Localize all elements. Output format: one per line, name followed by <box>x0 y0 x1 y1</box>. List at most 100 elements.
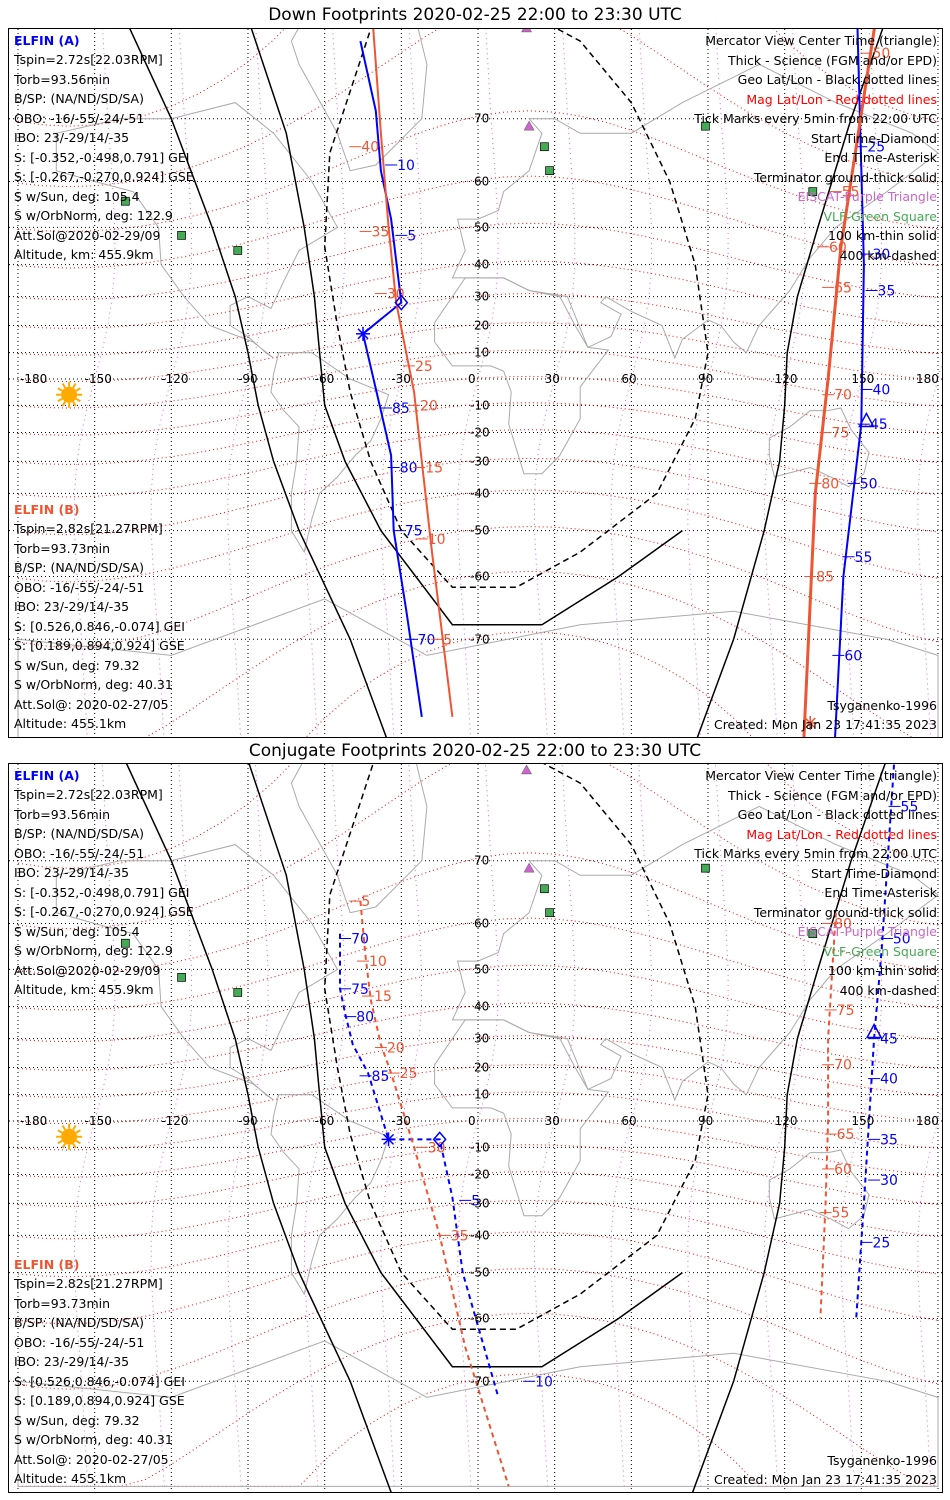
elfin-b-track-tick-label: 10 <box>428 532 446 548</box>
elfin-b-info-line: IBO: 23/-29/14/-35 <box>14 599 130 614</box>
sun-ray <box>57 387 63 392</box>
lat-tick-label: -50 <box>470 524 490 538</box>
lon-tick-label: -150 <box>85 1114 112 1128</box>
terminator-100km <box>250 29 683 626</box>
legend-line: Start Time-Diamond <box>810 865 937 881</box>
north-america-coast <box>55 102 339 359</box>
vlf-square <box>177 231 186 240</box>
antarctica-coast <box>17 598 939 737</box>
lat-tick-label: 40 <box>474 258 489 272</box>
elfin-b-info-line: Altitude: 455.1km <box>14 1471 127 1486</box>
elfin-b-track-tick-label: 65 <box>837 1127 855 1143</box>
elfin-b-track-tick-label: 55 <box>832 1206 850 1222</box>
panel-title-down: Down Footprints 2020-02-25 22:00 to 23:3… <box>268 5 682 25</box>
lat-tick-label: -50 <box>470 1266 490 1280</box>
elfin-a-info-line: Torb=93.56min <box>14 806 111 822</box>
sun-icon <box>56 381 83 408</box>
elfin-a-track-tick-label: 70 <box>351 931 369 947</box>
lon-tick-label: 120 <box>775 372 798 386</box>
elfin-a-info-line: IBO: 23/-29/14/-35 <box>14 865 130 880</box>
lat-tick-label: 60 <box>474 916 489 930</box>
elfin-b-header: ELFIN (B) <box>14 502 80 517</box>
lon-tick-label: 0 <box>468 372 476 386</box>
greenland-coast <box>290 29 428 172</box>
lon-tick-label: 120 <box>775 1114 798 1128</box>
elfin-b-track-tick-label: 75 <box>837 1003 855 1019</box>
lat-tick-label: -30 <box>470 1196 490 1210</box>
elfin-b-info-line: S: [0.526,0.846,-0.074] GEI <box>14 618 185 634</box>
eiscat-triangle <box>521 29 532 33</box>
mag-parallel <box>17 349 939 409</box>
elfin-a-track-tick-label: 25 <box>867 140 885 156</box>
lat-tick-label: -20 <box>470 1167 490 1181</box>
lon-tick-label: -60 <box>315 1114 335 1128</box>
lat-tick-label: 50 <box>474 220 489 234</box>
vlf-square <box>545 166 554 176</box>
lat-tick-label: -70 <box>470 632 490 646</box>
elfin-b-info-line: S w/Sun, deg: 79.32 <box>14 1412 140 1428</box>
elfin-a-info-line: Tspin=2.72s[22.03RPM] <box>14 787 163 802</box>
lat-tick-label: -40 <box>470 1228 490 1242</box>
mag-parallel <box>17 260 939 329</box>
elfin-a-track-east <box>855 764 896 1319</box>
elfin-b-track-tick-label: 40 <box>361 140 379 156</box>
elfin-b-track-tick-label: 5 <box>361 894 370 910</box>
elfin-a-track-tick-label: 80 <box>400 461 418 477</box>
view-center-triangle <box>865 1022 883 1039</box>
elfin-a-track-tick-label: 35 <box>880 1132 898 1148</box>
elfin-b-info-line: S w/OrbNorm, deg: 40.31 <box>14 1432 173 1447</box>
legend-line: End Time-Asterisk <box>824 150 937 165</box>
sun-ray <box>61 1143 66 1149</box>
asterisk-stroke <box>804 717 816 729</box>
elfin-b-info-line: S w/Sun, deg: 79.32 <box>14 657 140 673</box>
legend-line: Thick - Science (FGM and/or EPD) <box>728 787 937 803</box>
elfin-b-track-tick-label: 30 <box>387 287 405 303</box>
vlf-square <box>120 196 130 206</box>
elfin-a-info-line: Tspin=2.72s[22.03RPM] <box>14 52 163 67</box>
elfin-a-track-tick-label: 10 <box>397 158 415 174</box>
elfin-b-track-tick-label: 85 <box>816 570 834 586</box>
sun-ray <box>61 1124 66 1131</box>
lon-tick-label: -30 <box>391 1114 411 1128</box>
sun-ray <box>57 1139 63 1145</box>
lat-tick-label: 30 <box>474 290 489 304</box>
africa-coast <box>434 277 610 475</box>
lon-tick-label: 60 <box>621 372 636 386</box>
legend-line: 100 km-thin solid <box>828 963 937 978</box>
australia-coast <box>768 407 870 488</box>
elfin-b-info-line: Att.Sol@: 2020-02-27/05 <box>14 696 169 712</box>
elfin-b-info-line: Torb=93.73min <box>14 1295 111 1311</box>
legend-line: Mercator View Center Time (triangle) <box>705 768 937 783</box>
elfin-a-track-tick-label: 85 <box>372 1069 390 1085</box>
legend-line: Terminator ground-thick solid <box>753 169 937 185</box>
elfin-b-info-line: Altitude: 455.1km <box>14 716 127 731</box>
elfin-a-track-tick-label: 50 <box>893 931 911 947</box>
sun-ray <box>75 397 81 403</box>
legend-line: Start Time-Diamond <box>810 130 937 146</box>
elfin-b-track-tick-label: 20 <box>420 398 438 414</box>
lon-tick-label: -150 <box>85 372 112 386</box>
created-label: Created: Mon Jan 23 17:41:35 2023 <box>713 1472 937 1487</box>
sun-disc <box>61 1128 78 1145</box>
north-america-coast <box>55 844 339 1101</box>
elfin-a-info-line: B/SP: (NA/ND/SD/SA) <box>14 826 144 841</box>
end-time-asterisk <box>356 326 370 341</box>
legend-line: Mag Lat/Lon - Red dotted lines <box>746 91 937 107</box>
elfin-a-track <box>339 933 500 1398</box>
elfin-a-header: ELFIN (A) <box>14 33 80 48</box>
elfin-a-info-line: IBO: 23/-29/14/-35 <box>14 130 130 145</box>
elfin-b-track-tick-label: 5 <box>443 632 452 648</box>
sun-ray <box>75 1139 81 1145</box>
terminator-ground-west <box>125 764 392 1492</box>
eurasia-coast <box>451 805 939 1102</box>
elfin-b-info-line: OBO: -16/-55/-24/-51 <box>14 1334 145 1350</box>
lon-tick-label: 30 <box>545 1114 560 1128</box>
eurasia-coast <box>451 63 939 360</box>
vlf-square <box>701 121 710 131</box>
elfin-a-info-line: B/SP: (NA/ND/SD/SA) <box>14 91 144 106</box>
lon-tick-label: 150 <box>851 372 874 386</box>
elfin-a-track-tick-label: 25 <box>872 1235 890 1251</box>
elfin-b-track-tick-label: 25 <box>400 1066 418 1082</box>
elfin-a-info-line: Torb=93.56min <box>14 71 111 87</box>
down-footprints-panel: 10 5 85 80 75 70 25 30 35 40 45 50 55 60 40 35 30 25 20 15 1… <box>8 28 943 738</box>
